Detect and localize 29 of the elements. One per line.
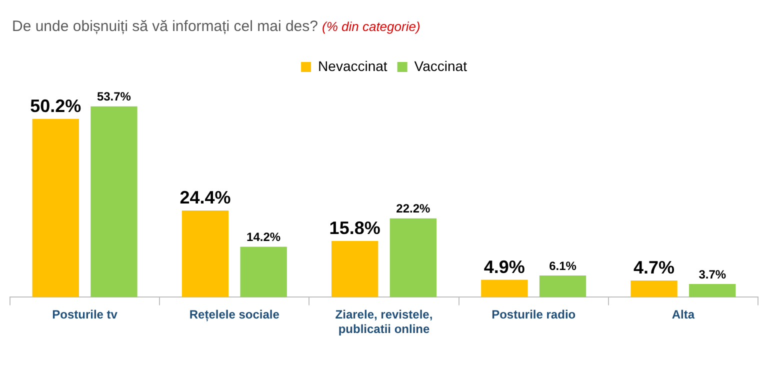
x-tick-label: Posturile radio	[492, 308, 576, 322]
data-label: 24.4%	[180, 187, 231, 208]
data-label: 4.9%	[484, 256, 525, 277]
bar	[390, 218, 437, 298]
bar	[481, 280, 528, 298]
x-tick-label: Alta	[672, 308, 695, 322]
data-label: 53.7%	[96, 90, 132, 104]
chart-title: De unde obișnuiți să vă informați cel mai des?	[12, 18, 318, 35]
data-label: 4.7%	[634, 257, 675, 278]
data-label: 6.1%	[549, 258, 577, 273]
bar	[90, 106, 138, 298]
x-tick-label: Ziarele, revistele, publicatii online	[335, 308, 433, 336]
bar	[240, 246, 287, 298]
legend-label: Vaccinat	[414, 58, 468, 74]
legend-label: Nevaccinat	[318, 58, 388, 74]
data-label: 15.8%	[329, 218, 380, 238]
data-label: 22.2%	[396, 202, 431, 216]
data-label: 3.7%	[698, 267, 726, 282]
bar	[689, 284, 736, 298]
bar	[630, 280, 678, 298]
data-label: 50.2%	[30, 96, 82, 116]
bar	[539, 276, 586, 298]
bar	[331, 241, 378, 298]
x-tick-label: Posturile tv	[52, 308, 118, 322]
x-tick-label: Rețelele sociale	[189, 308, 280, 322]
chart-subtitle: (% din categorie)	[322, 19, 420, 34]
bar	[182, 210, 229, 298]
bar	[32, 118, 79, 298]
data-label: 14.2%	[246, 230, 281, 244]
